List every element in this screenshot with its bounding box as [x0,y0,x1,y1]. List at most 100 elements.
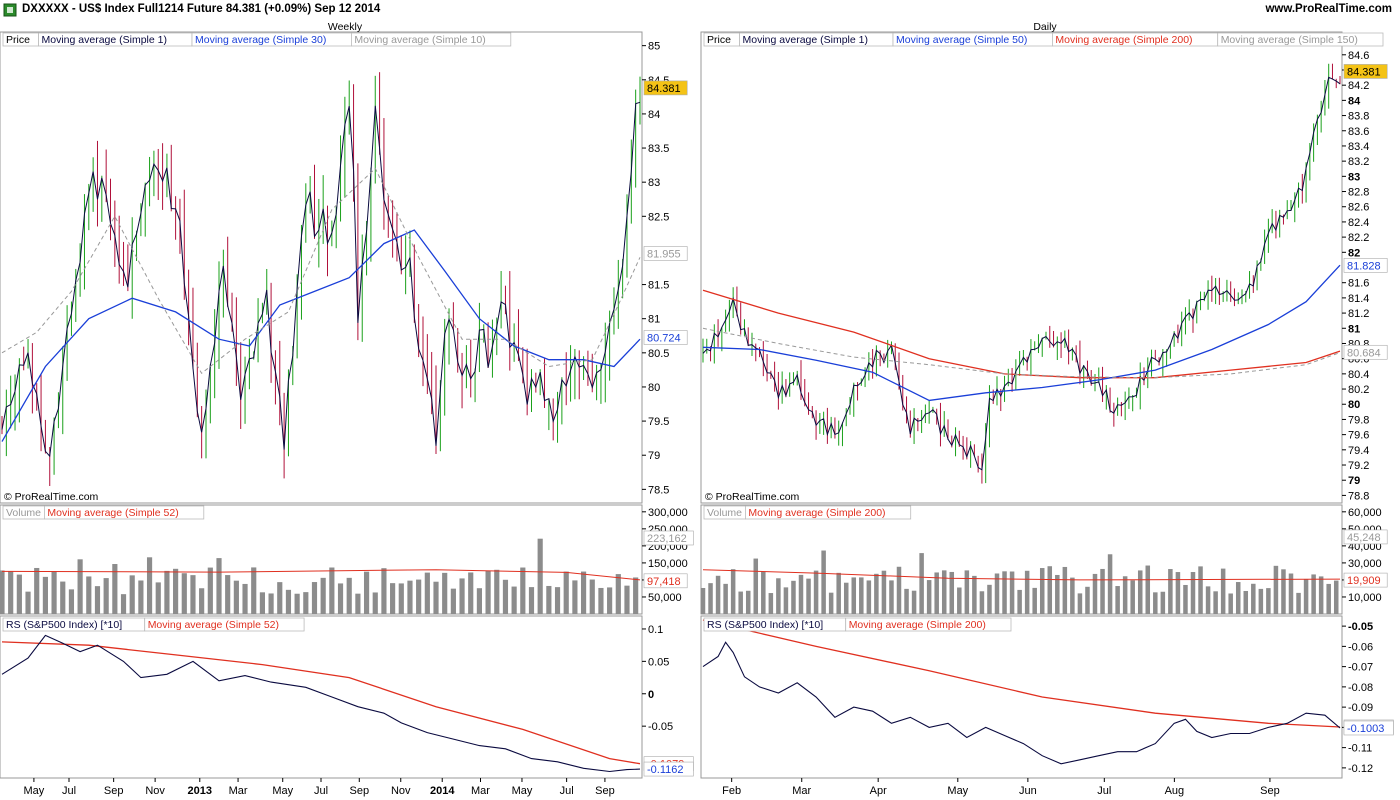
right-price-frame [700,31,1343,504]
daily-x-axis-tick-label: Aug [1165,785,1185,797]
weekly-price-legend-item-box [350,32,512,47]
weekly-volume-axis-tick-label: 150,000 [648,558,688,570]
daily-x-axis-tick-label: Apr [870,785,887,797]
weekly-price-axis-tick-label: 82.5 [648,211,669,223]
daily-volume-legend-item-label: Volume [707,507,742,519]
weekly-price-axis-tick-label: 85 [648,41,660,53]
daily-volume-bar [987,584,992,614]
weekly-volume-bar [416,579,422,614]
weekly-x-axis-tick-label: 2013 [188,785,212,797]
weekly-volume-bar [86,576,92,614]
daily-price-group [702,63,1341,484]
weekly-rs-legend-item: Moving average (Simple 52) [144,617,305,632]
daily-volume-bar [1145,565,1151,614]
weekly-sma30-value-box [643,330,688,345]
daily-volume-bar [745,590,751,614]
daily-volume-bar [1039,568,1045,614]
daily-price-axis-tick-label: 82.6 [1348,202,1369,214]
weekly-watermark: © ProRealTime.com [4,491,99,503]
daily-sma200-line [702,289,1341,379]
weekly-volume-bar [459,578,465,614]
daily-volume-bar [889,580,894,614]
weekly-volume-bar [164,570,170,614]
daily-volume-bar [821,550,826,614]
weekly-volume-bar [277,582,283,614]
weekly-volume-bar [181,573,187,614]
daily-rs-line [702,641,1341,765]
daily-volume-ma-line [702,569,1341,581]
daily-volume-bar [1333,580,1339,614]
weekly-volume-bar [94,586,101,614]
weekly-volume-bar [511,586,517,614]
daily-price-axis-tick-label: 80 [1348,399,1360,411]
daily-volume-bar [1077,593,1083,614]
daily-x-axis-tick-label: Feb [722,785,741,797]
daily-rs-axis-tick-label: -0.07 [1348,662,1373,674]
weekly-volume-bar [25,591,31,614]
daily-volume-bar [851,577,857,614]
weekly-x-axis-tick-label: Jul [62,785,76,797]
weekly-volume-bar [129,575,135,614]
daily-x-axis-tick-label: May [947,785,968,797]
daily-price-legend-item: Moving average (Simple 150) [1217,32,1384,47]
weekly-x-axis-tick-label: Mar [229,785,248,797]
weekly-price-axis-tick-label: 79 [648,450,660,462]
daily-volume-last: 45,248 [1347,532,1381,544]
weekly-price-legend-item: Price [2,32,39,47]
daily-price-legend-item-label: Moving average (Simple 200) [1055,34,1192,46]
weekly-volume-ma-value: 97,418 [647,576,681,588]
weekly-price-legend-item-label: Moving average (Simple 30) [195,34,326,46]
weekly-volume-bar [320,577,326,614]
daily-last-price-box [1343,64,1388,79]
daily-volume-bar [1009,571,1015,614]
weekly-title: Weekly [328,21,363,33]
daily-price-legend-item: Price [703,32,740,47]
weekly-rs-legend-item: RS (S&P500 Index) [*10] [2,617,146,632]
daily-volume-bar [994,573,1000,614]
daily-price-axis-tick-label: 81.4 [1348,293,1369,305]
weekly-volume-bar [580,571,587,614]
daily-volume-bar [1213,591,1218,614]
daily-rs-axis-tick-label: -0.09 [1348,702,1373,714]
weekly-sma30-value: 80.724 [647,333,681,345]
daily-price-axis-tick-label: 81 [1348,323,1360,335]
daily-volume-bar [972,575,977,614]
weekly-price-axis-tick-label: 84 [648,109,660,121]
weekly-x-axis-tick-label: Nov [391,785,411,797]
weekly-volume-bar [8,571,14,614]
weekly-volume-bar [155,582,161,614]
weekly-volume-last-box [643,530,694,546]
daily-volume-bar [1047,566,1053,614]
daily-rs-legend-item: RS (S&P500 Index) [*10] [703,617,847,632]
weekly-x-axis-tick-label: May [24,785,45,797]
daily-volume-bar [776,578,781,614]
daily-price-axis-tick-label: 79.6 [1348,430,1369,442]
daily-price-axis-tick-label: 84 [1348,95,1361,107]
daily-price-axis-tick-label: 83.6 [1348,126,1369,138]
weekly-rs-line [1,634,641,773]
weekly-x-axis-tick-label: Jul [560,785,574,797]
weekly-volume-bar [442,572,448,614]
daily-volume-bar [1100,568,1105,614]
weekly-rs-last-box [643,761,694,777]
weekly-volume-axis-tick-label: 300,000 [648,507,688,519]
daily-volume-ma-value-box [1343,572,1388,588]
daily-price-legend-item-label: Moving average (Simple 1) [743,34,868,46]
daily-rs-last: -0.1003 [1347,723,1384,735]
daily-volume-bar [806,578,811,614]
weekly-volume-legend-item: Moving average (Simple 52) [44,505,205,520]
weekly-volume-bar [633,577,639,614]
weekly-volume-bar [311,582,318,614]
daily-volume-bar [1190,572,1196,614]
daily-volume-bar [1017,589,1022,614]
weekly-rs-legend-item-label: RS (S&P500 Index) [*10] [6,619,122,631]
daily-price-axis-tick-label: 84.2 [1348,80,1369,92]
weekly-volume-bar [407,580,413,614]
weekly-volume-bar [16,574,22,614]
daily-rs-axis-tick-label: -0.06 [1348,641,1373,653]
daily-volume-bar [1107,554,1113,614]
weekly-volume-bar [120,594,127,614]
weekly-volume-bar [468,572,474,614]
daily-volume-bar [1175,572,1181,614]
